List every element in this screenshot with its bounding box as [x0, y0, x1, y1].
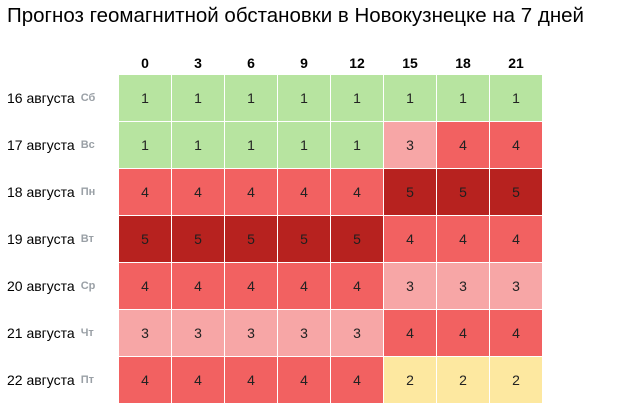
row-label: 19 августа Вт [0, 216, 118, 262]
heatmap-cell: 1 [437, 75, 489, 121]
column-header-hour: 21 [508, 55, 524, 71]
heatmap-cell: 4 [490, 122, 542, 168]
heatmap-cell: 1 [172, 75, 224, 121]
heatmap-cell: 1 [119, 122, 171, 168]
heatmap-cell: 1 [384, 75, 436, 121]
heatmap-cell: 5 [225, 216, 277, 262]
row-date: 16 августа [7, 90, 75, 106]
heatmap-cell: 4 [490, 310, 542, 356]
heatmap-cell: 4 [437, 216, 489, 262]
heatmap-cell: 4 [384, 216, 436, 262]
column-header-hour: 0 [141, 55, 149, 71]
column-header-hour: 9 [300, 55, 308, 71]
heatmap-cell: 4 [172, 263, 224, 309]
heatmap-cell: 5 [172, 216, 224, 262]
column-header-hour: 3 [194, 55, 202, 71]
row-date: 21 августа [7, 325, 75, 341]
row-weekday: Ср [80, 280, 96, 292]
heatmap-cell: 4 [331, 263, 383, 309]
heatmap-cell: 4 [172, 357, 224, 403]
row-weekday: Вт [80, 233, 94, 245]
heatmap-cell: 3 [172, 310, 224, 356]
heatmap-cell: 4 [119, 357, 171, 403]
row-date: 18 августа [7, 184, 75, 200]
heatmap-cell: 1 [331, 122, 383, 168]
corner-cell [0, 52, 118, 74]
row-label: 20 августа Ср [0, 263, 118, 309]
heatmap-cell: 2 [437, 357, 489, 403]
heatmap-cell: 4 [119, 263, 171, 309]
row-date: 17 августа [7, 137, 75, 153]
column-header-hour: 18 [455, 55, 471, 71]
heatmap-cell: 3 [437, 263, 489, 309]
row-weekday: Сб [80, 92, 96, 104]
row-weekday: Чт [80, 327, 94, 339]
column-header-hour: 6 [247, 55, 255, 71]
heatmap-cell: 4 [119, 169, 171, 215]
heatmap-cell: 5 [278, 216, 330, 262]
heatmap-cell: 4 [172, 169, 224, 215]
column-header-hour: 15 [402, 55, 418, 71]
heatmap-cell: 4 [437, 122, 489, 168]
heatmap-cell: 1 [490, 75, 542, 121]
heatmap-cell: 3 [225, 310, 277, 356]
heatmap-cell: 3 [278, 310, 330, 356]
heatmap-cell: 4 [278, 263, 330, 309]
row-label: 18 августа Пн [0, 169, 118, 215]
heatmap-cell: 4 [490, 216, 542, 262]
row-date: 20 августа [7, 278, 75, 294]
heatmap-cell: 1 [225, 122, 277, 168]
row-date: 22 августа [7, 372, 75, 388]
heatmap-cell: 1 [331, 75, 383, 121]
heatmap-cell: 4 [437, 310, 489, 356]
row-label: 22 августа Пт [0, 357, 118, 403]
heatmap-cell: 1 [225, 75, 277, 121]
row-date: 19 августа [7, 231, 75, 247]
heatmap-cell: 1 [278, 122, 330, 168]
heatmap-cell: 1 [119, 75, 171, 121]
heatmap-cell: 4 [331, 169, 383, 215]
page-title: Прогноз геомагнитной обстановки в Новоку… [7, 4, 584, 27]
heatmap-cell: 4 [225, 357, 277, 403]
heatmap-cell: 1 [278, 75, 330, 121]
heatmap-cell: 4 [278, 357, 330, 403]
row-label: 16 августа Сб [0, 75, 118, 121]
heatmap-cell: 4 [331, 357, 383, 403]
heatmap-cell: 5 [490, 169, 542, 215]
heatmap-cell: 3 [331, 310, 383, 356]
heatmap-cell: 4 [278, 169, 330, 215]
heatmap-cell: 1 [172, 122, 224, 168]
heatmap-cell: 5 [331, 216, 383, 262]
heatmap-cell: 3 [384, 122, 436, 168]
heatmap-cell: 3 [384, 263, 436, 309]
heatmap-cell: 4 [384, 310, 436, 356]
forecast-grid: 0 3 6 9 12 15 18 21 16 августа Сб 1 1 1 1 1 1 1 1 17 авгус… [0, 52, 542, 403]
heatmap-cell: 3 [490, 263, 542, 309]
heatmap-cell: 4 [225, 263, 277, 309]
heatmap-cell: 2 [490, 357, 542, 403]
heatmap-cell: 4 [225, 169, 277, 215]
row-weekday: Пт [80, 374, 94, 386]
heatmap-cell: 5 [384, 169, 436, 215]
column-header-hour: 12 [349, 55, 365, 71]
row-label: 17 августа Вс [0, 122, 118, 168]
row-weekday: Пн [80, 186, 96, 198]
heatmap-cell: 5 [119, 216, 171, 262]
heatmap-cell: 3 [119, 310, 171, 356]
row-label: 21 августа Чт [0, 310, 118, 356]
heatmap-cell: 2 [384, 357, 436, 403]
heatmap-cell: 5 [437, 169, 489, 215]
row-weekday: Вс [80, 139, 95, 151]
